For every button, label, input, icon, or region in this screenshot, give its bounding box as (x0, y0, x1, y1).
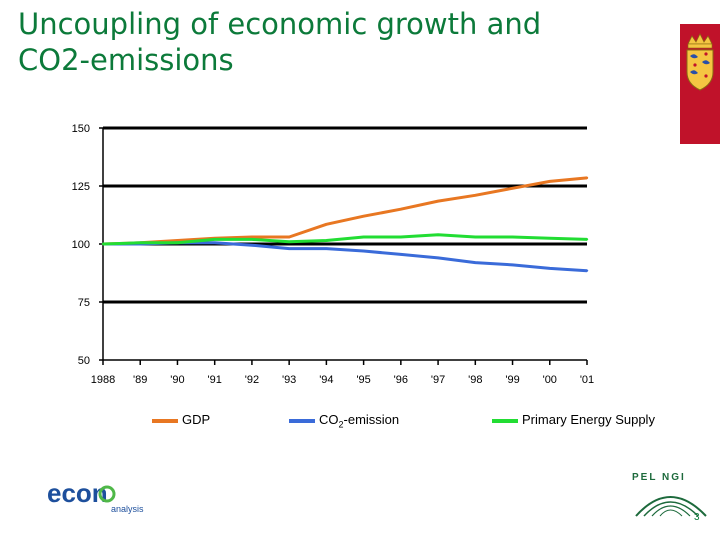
series-line-1 (103, 241, 588, 273)
crown-shield-icon (686, 33, 714, 91)
x-tick-label: '97 (431, 374, 445, 386)
pelangi-logo: PEL NGI (632, 472, 707, 517)
data-point-1-4 (250, 243, 254, 247)
data-point-2-6 (325, 239, 328, 242)
x-tick-label: '92 (245, 374, 259, 386)
data-point-2-12 (548, 237, 551, 240)
y-tick-label: 150 (72, 123, 90, 135)
legend-swatch-energy (492, 419, 518, 423)
data-point-2-3 (213, 238, 216, 241)
pelangi-arc-icon (635, 496, 707, 517)
data-point-0-10 (474, 194, 477, 197)
data-point-2-7 (362, 235, 365, 239)
econ-analysis-logo: econ analysis (47, 478, 144, 514)
data-point-0-7 (362, 214, 365, 218)
data-point-2-10 (474, 235, 477, 239)
data-point-1-6 (325, 247, 328, 250)
line-chart: 50 75 100 125 150 1988 '89 '90 '91 '92 '93 '94 '95 '9… (72, 123, 595, 386)
data-point-1-12 (548, 267, 551, 270)
series-line-0 (102, 176, 588, 246)
legend-swatch-gdp (152, 419, 178, 423)
econ-logo-ring-icon (98, 485, 116, 503)
x-tick-label: 1988 (91, 374, 115, 386)
legend-item-co2: CO2-emission (289, 410, 459, 430)
data-point-1-13 (585, 269, 589, 272)
x-tick-label: '95 (356, 374, 370, 386)
page-number: 3 (694, 512, 700, 523)
legend-label-energy: Primary Energy Supply (522, 412, 655, 427)
data-point-1-10 (474, 261, 477, 264)
data-point-2-0 (101, 242, 105, 246)
y-tick-label: 75 (78, 297, 90, 309)
data-point-1-7 (362, 249, 365, 253)
x-tick-label: '89 (133, 374, 147, 386)
legend-label-gdp: GDP (182, 412, 211, 427)
x-tick-label: '99 (505, 374, 519, 386)
data-point-2-8 (399, 235, 403, 239)
data-point-1-5 (287, 247, 291, 250)
legend-item-gdp: GDP (152, 410, 272, 430)
data-point-0-4 (250, 235, 254, 239)
x-tick-label: '98 (468, 374, 482, 386)
data-point-2-13 (585, 238, 589, 241)
legend-label-co2: CO2-emission (319, 412, 400, 430)
x-tick-label: '96 (394, 374, 408, 386)
x-tick-label: '91 (208, 374, 222, 386)
legend-item-energy: Primary Energy Supply (492, 410, 702, 430)
x-tick-label: '93 (282, 374, 296, 386)
data-point-0-8 (399, 208, 403, 211)
y-tick-label: 50 (78, 355, 90, 367)
y-tick-label: 125 (72, 181, 90, 193)
x-tick-label: '94 (319, 374, 333, 386)
data-point-1-3 (213, 241, 216, 245)
data-point-0-11 (511, 187, 514, 190)
data-point-0-6 (325, 223, 328, 226)
data-point-0-5 (287, 235, 291, 239)
data-point-2-1 (139, 241, 142, 245)
data-point-2-11 (511, 235, 514, 239)
y-tick-label: 100 (72, 239, 90, 251)
series-line-2 (102, 233, 588, 246)
data-point-1-9 (436, 256, 440, 260)
slide-title: Uncoupling of economic growth and CO2-em… (18, 6, 618, 78)
legend-swatch-co2 (289, 419, 315, 423)
data-point-1-8 (399, 253, 403, 256)
data-point-0-9 (436, 199, 440, 203)
data-point-2-2 (176, 241, 179, 245)
coat-of-arms-emblem (680, 24, 720, 144)
econ-logo-subtext: analysis (111, 504, 144, 514)
econ-logo-text: econ (47, 478, 108, 508)
x-tick-label: '90 (170, 374, 184, 386)
data-point-2-5 (287, 240, 291, 243)
data-point-0-2 (176, 239, 179, 242)
title-line-2: CO2-emissions (18, 43, 234, 77)
x-tick-label: '01 (580, 374, 594, 386)
data-point-0-12 (548, 180, 551, 183)
data-point-2-9 (436, 233, 440, 236)
title-line-1: Uncoupling of economic growth and (18, 7, 542, 41)
data-point-0-13 (585, 176, 589, 180)
data-point-2-4 (250, 238, 254, 241)
data-point-1-11 (511, 263, 514, 267)
pelangi-logo-text: PEL NGI (632, 472, 686, 483)
x-tick-label: '00 (543, 374, 557, 386)
